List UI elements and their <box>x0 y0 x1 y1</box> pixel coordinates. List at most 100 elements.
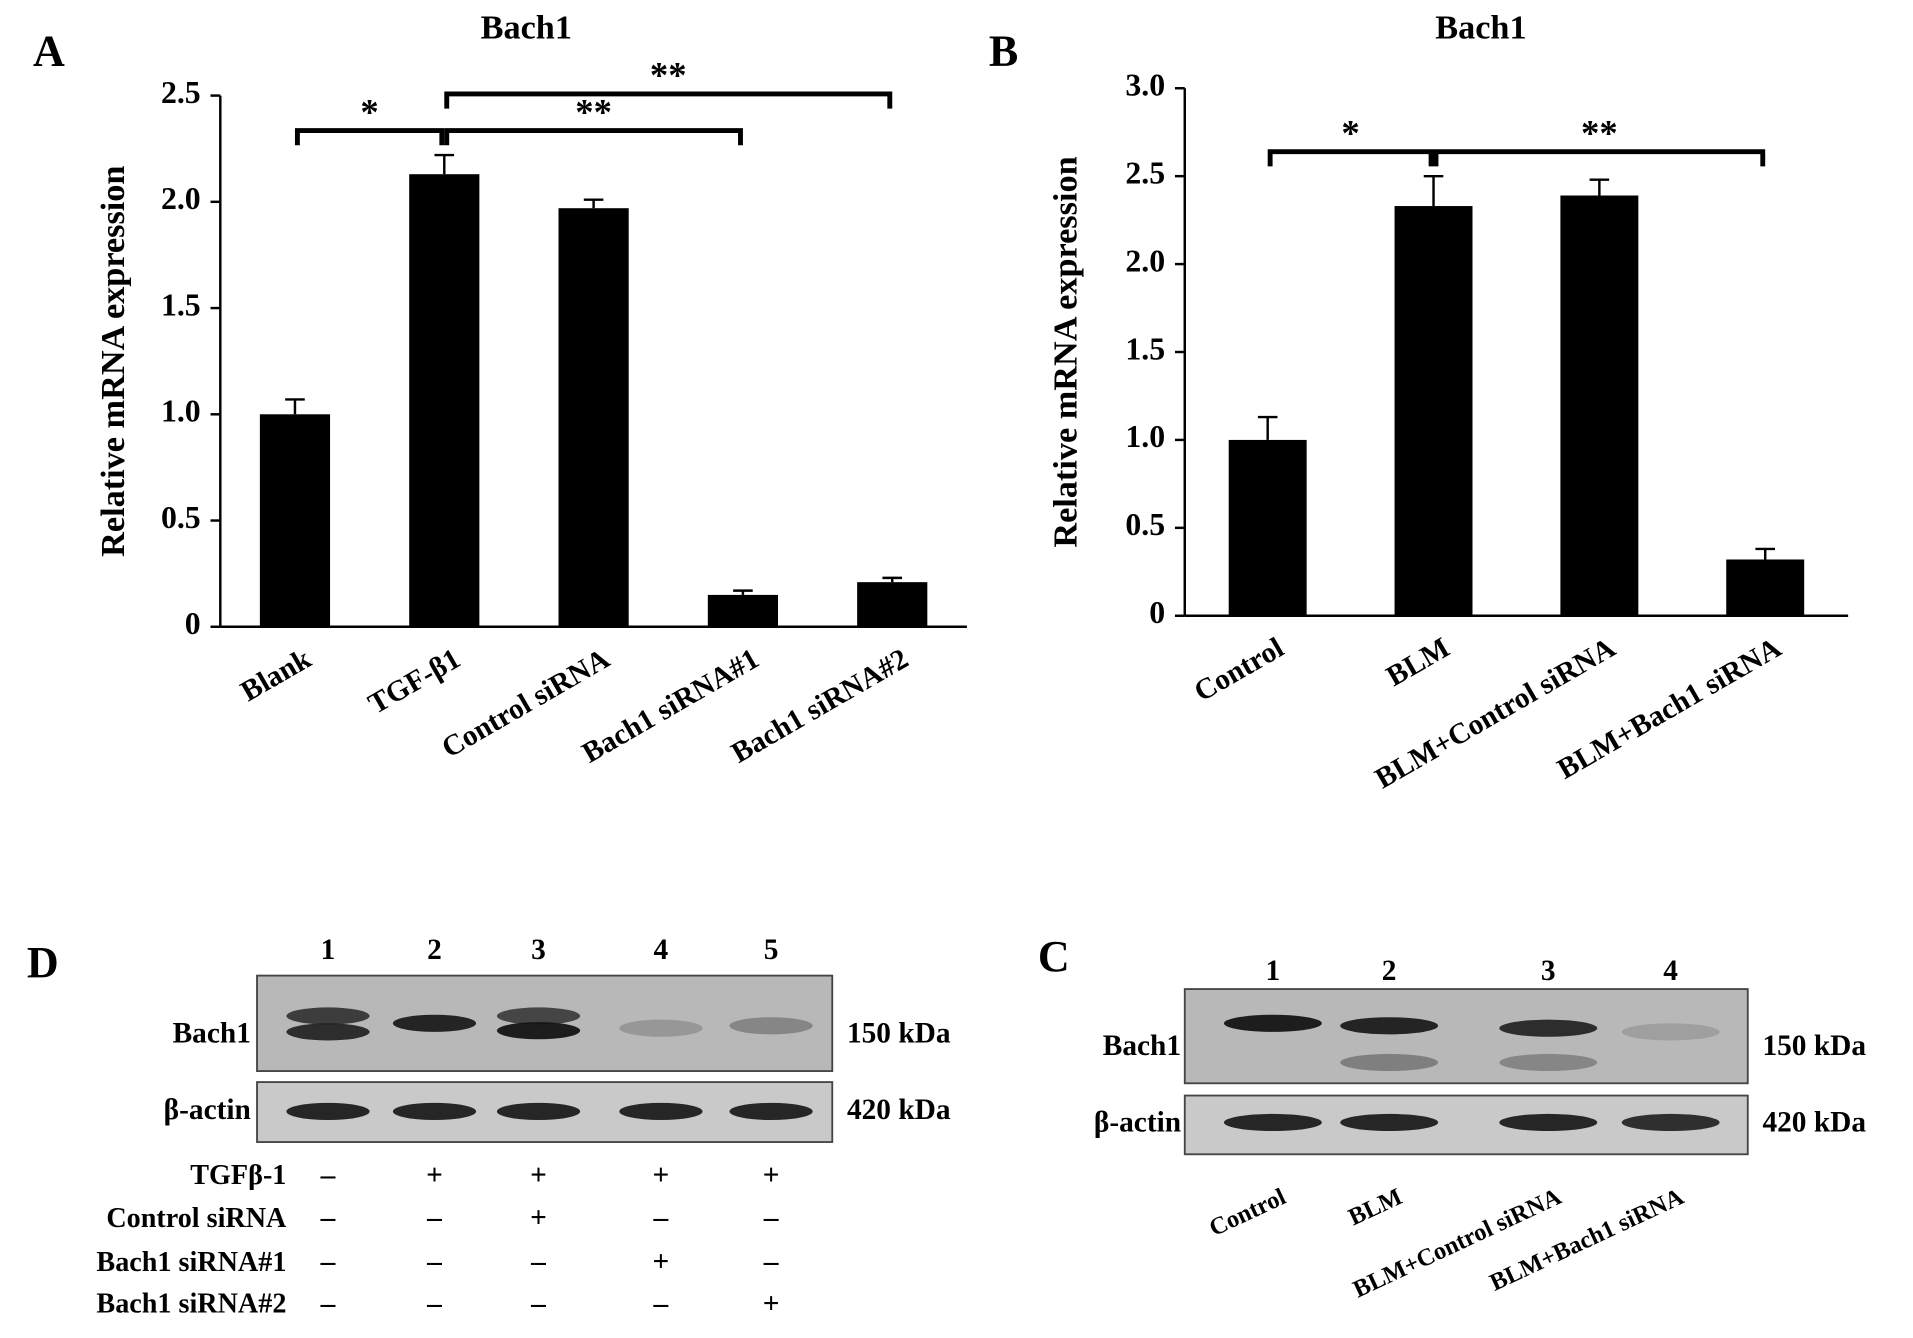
condition-label: Bach1 siRNA#2 <box>96 1289 286 1320</box>
y-tick-label: 0 <box>185 606 201 641</box>
x-tick-label: BLM <box>1381 632 1455 693</box>
bar <box>1228 439 1307 616</box>
condition-mark: – <box>530 1288 546 1320</box>
band-size: 150 kDa <box>847 1017 951 1049</box>
lane-label: BLM <box>1344 1183 1406 1231</box>
condition-mark: + <box>426 1159 443 1191</box>
bar <box>558 208 629 627</box>
blot-band <box>1499 1053 1598 1072</box>
row-label: β-actin <box>1094 1107 1181 1139</box>
y-tick-label: 1.5 <box>1125 331 1165 366</box>
condition-mark: – <box>320 1159 336 1191</box>
panel-label: C <box>1038 932 1070 981</box>
bar <box>1560 195 1639 616</box>
row-label: β-actin <box>164 1094 251 1126</box>
blot-band <box>496 1022 581 1040</box>
blot-band <box>729 1017 813 1035</box>
bar <box>707 594 779 627</box>
condition-mark: + <box>763 1159 780 1191</box>
x-tick-label: TGF-β1 <box>363 643 466 721</box>
condition-mark: – <box>426 1246 442 1278</box>
y-tick-label: 2.5 <box>1125 155 1165 190</box>
condition-mark: – <box>320 1202 336 1234</box>
y-tick-label: 0.5 <box>161 500 201 535</box>
y-tick-label: 1.0 <box>161 394 201 429</box>
condition-mark: – <box>426 1202 442 1234</box>
significance-label: ** <box>575 91 612 132</box>
y-axis-title: Relative mRNA expression <box>1046 156 1084 547</box>
y-tick-label: 0 <box>1149 595 1165 630</box>
significance-bracket <box>444 91 893 109</box>
significance-bracket <box>444 128 743 146</box>
blot-band <box>392 1014 477 1032</box>
lane-number: 3 <box>531 934 546 966</box>
blot-band <box>1340 1053 1439 1072</box>
blot-band <box>619 1019 703 1037</box>
condition-mark: – <box>320 1246 336 1278</box>
y-tick-label: 1.0 <box>1125 419 1165 454</box>
blot-band <box>1223 1014 1322 1032</box>
significance-bracket <box>1433 149 1766 167</box>
y-tick-label: 3.0 <box>1125 68 1165 103</box>
x-tick-label: Control <box>1189 632 1289 708</box>
condition-mark: + <box>763 1288 780 1320</box>
blot-band <box>619 1102 703 1121</box>
condition-mark: + <box>653 1246 670 1278</box>
blot-band <box>496 1007 581 1025</box>
significance-bracket <box>1267 149 1434 167</box>
blot-band <box>1340 1113 1439 1132</box>
row-label: Bach1 <box>173 1017 251 1049</box>
y-tick-label: 2.5 <box>161 75 201 110</box>
blot-strip <box>1183 988 1749 1085</box>
y-tick-label: 0.5 <box>1125 507 1165 542</box>
blot-band <box>1499 1019 1598 1037</box>
blot-band <box>286 1007 370 1025</box>
lane-number: 5 <box>764 934 779 966</box>
blot-band <box>1621 1023 1720 1041</box>
significance-label: * <box>1341 112 1359 153</box>
lane-number: 4 <box>654 934 669 966</box>
condition-label: TGFβ-1 <box>190 1160 286 1191</box>
blot-band <box>286 1023 370 1041</box>
significance-label: * <box>360 91 378 132</box>
condition-mark: – <box>763 1246 779 1278</box>
bar <box>259 414 331 627</box>
lane-number: 1 <box>1266 955 1281 987</box>
bar <box>1726 559 1805 616</box>
blot-band <box>496 1102 581 1121</box>
band-size: 150 kDa <box>1762 1030 1866 1062</box>
condition-mark: – <box>320 1288 336 1320</box>
condition-mark: – <box>763 1202 779 1234</box>
lane-number: 2 <box>1382 955 1397 987</box>
chart-title: Bach1 <box>481 9 572 47</box>
bar <box>857 582 928 627</box>
significance-bracket <box>294 128 445 146</box>
bar <box>409 174 480 627</box>
condition-mark: + <box>653 1159 670 1191</box>
blot-band <box>1340 1017 1439 1035</box>
bar <box>1394 206 1473 616</box>
x-tick-label: Blank <box>236 642 318 708</box>
y-tick-label: 1.5 <box>161 287 201 322</box>
y-tick-label: 2.0 <box>1125 243 1165 278</box>
condition-mark: – <box>653 1202 669 1234</box>
blot-band <box>1621 1113 1720 1132</box>
condition-mark: + <box>530 1159 547 1191</box>
panel-label: B <box>989 26 1018 75</box>
lane-number: 3 <box>1541 955 1556 987</box>
condition-label: Control siRNA <box>106 1203 287 1234</box>
condition-mark: – <box>653 1288 669 1320</box>
band-size: 420 kDa <box>1762 1107 1866 1139</box>
blot-band <box>729 1102 813 1121</box>
lane-number: 2 <box>427 934 442 966</box>
lane-label: Control <box>1205 1183 1290 1242</box>
condition-label: Bach1 siRNA#1 <box>96 1247 286 1278</box>
significance-label: ** <box>1581 112 1618 153</box>
y-axis-title: Relative mRNA expression <box>94 166 132 557</box>
y-tick-label: 2.0 <box>161 181 201 216</box>
significance-label: ** <box>650 55 687 96</box>
condition-mark: – <box>530 1246 546 1278</box>
lane-number: 4 <box>1663 955 1678 987</box>
condition-mark: – <box>426 1288 442 1320</box>
